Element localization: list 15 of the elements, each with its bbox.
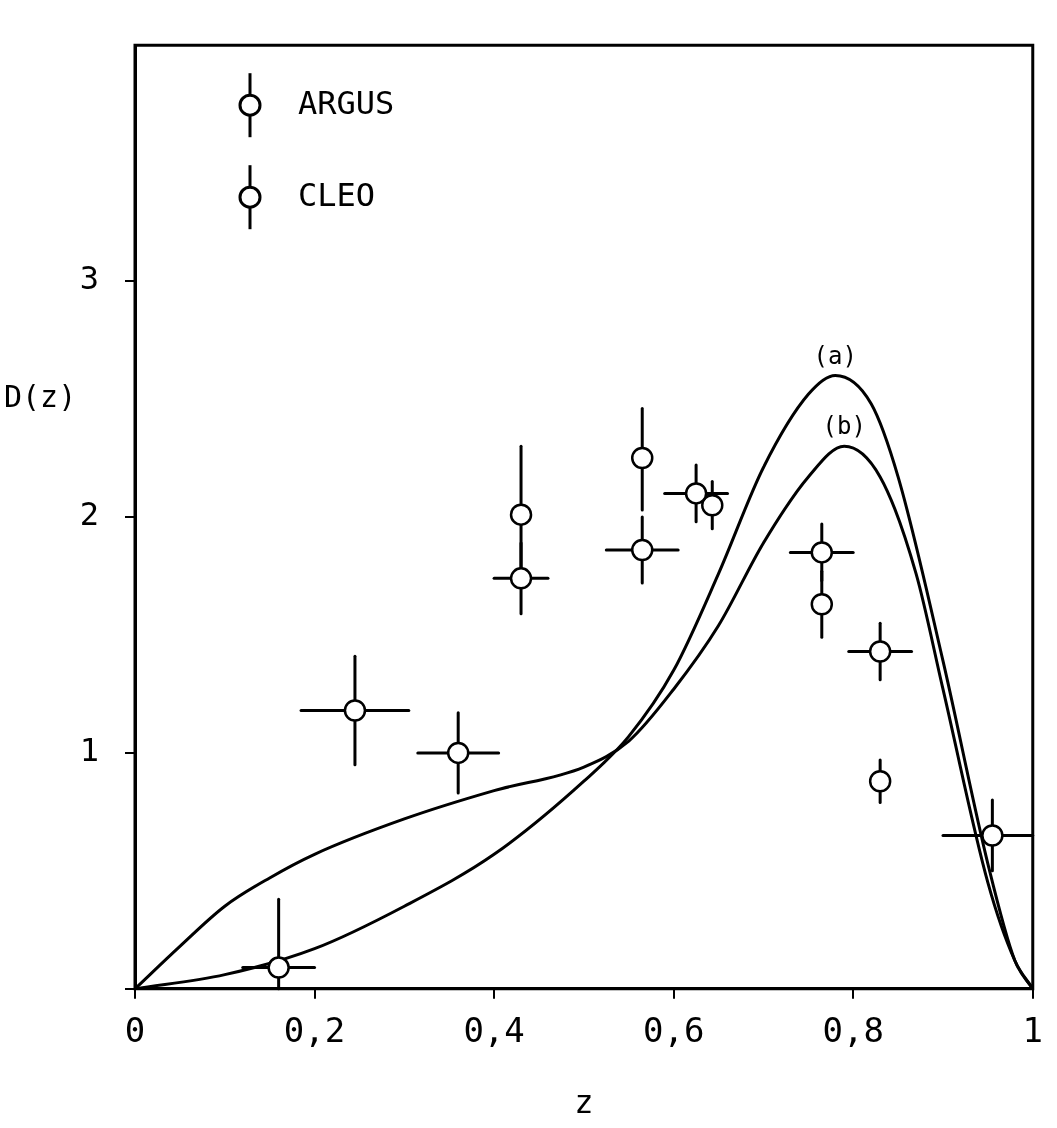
x-tick-label: 0,6 <box>642 1010 705 1051</box>
legend-label: CLEO <box>298 175 376 214</box>
y-axis-title: D(z) <box>4 378 77 414</box>
y-tick-label: 2 <box>79 495 99 534</box>
series-label: (b) <box>822 412 866 441</box>
y-tick-label: 1 <box>79 731 99 770</box>
x-tick-label: 1 <box>1022 1010 1044 1051</box>
x-axis-title: z <box>574 1083 594 1122</box>
x-tick-label: 0,4 <box>463 1010 525 1051</box>
x-tick-label: 0,2 <box>283 1010 346 1051</box>
x-tick-label: 0 <box>124 1010 146 1051</box>
y-tick-label: 3 <box>79 259 99 298</box>
x-tick-label: 0,8 <box>822 1010 884 1051</box>
legend-label: ARGUS <box>298 83 395 122</box>
series-label: (a) <box>813 341 857 370</box>
